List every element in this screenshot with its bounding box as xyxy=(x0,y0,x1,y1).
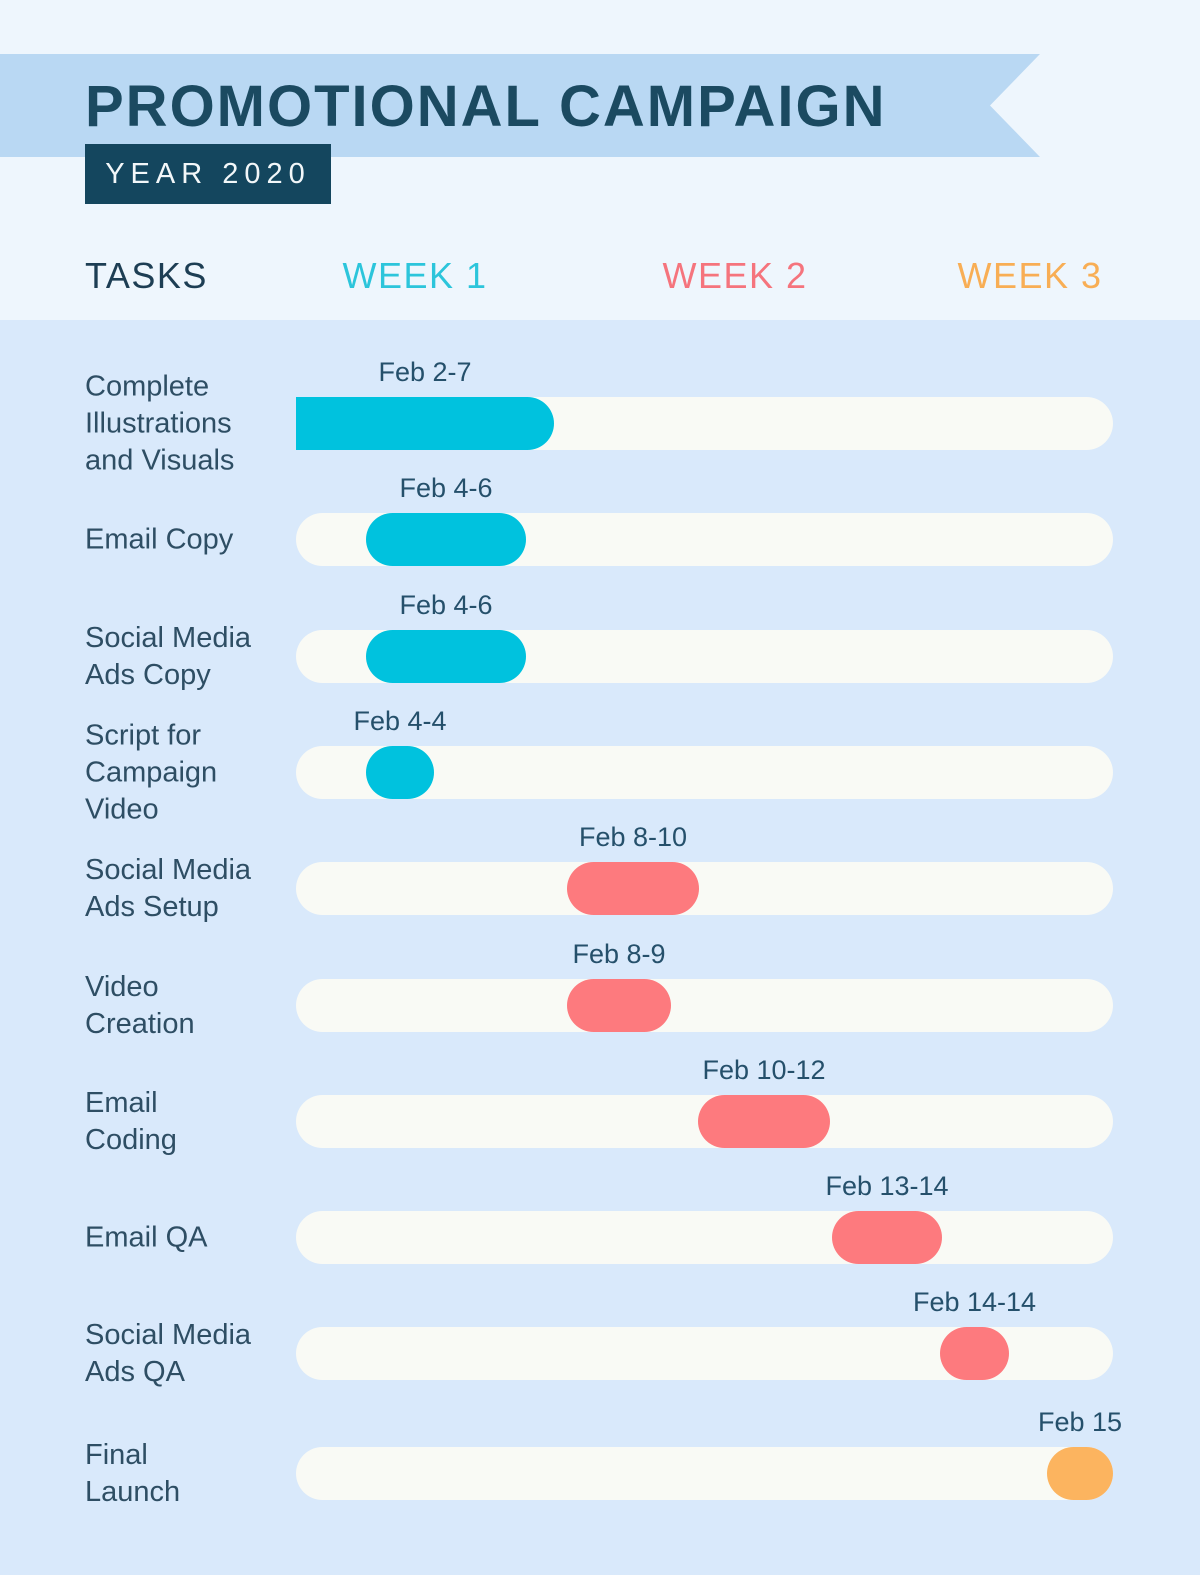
task-bar xyxy=(567,979,671,1032)
task-track: Feb 13-14 xyxy=(296,1171,1113,1264)
task-label: Email Copy xyxy=(85,523,234,555)
task-row: Complete Illustrations and Visuals Feb 2… xyxy=(0,357,1200,476)
task-bar xyxy=(366,746,434,799)
task-date-label: Feb 4-6 xyxy=(399,473,493,503)
task-label: Video Creation xyxy=(85,970,195,1040)
task-track: Feb 4-6 xyxy=(296,590,1113,683)
task-bar xyxy=(567,862,699,915)
task-date-label: Feb 14-14 xyxy=(912,1287,1037,1317)
task-label: Social Media Ads QA xyxy=(85,1318,252,1388)
task-row: Email QA Feb 13-14 xyxy=(0,1171,1200,1264)
task-row: Script for Campaign Video Feb 4-4 xyxy=(0,706,1200,825)
task-label: Complete Illustrations and Visuals xyxy=(85,370,235,476)
task-row: Email Coding Feb 10-12 xyxy=(0,1055,1200,1156)
year-badge-label: YEAR 2020 xyxy=(105,157,311,190)
task-bar xyxy=(366,630,526,683)
task-date-label: Feb 4-4 xyxy=(353,706,447,736)
task-label: Email QA xyxy=(85,1221,208,1253)
task-label: Script for Campaign Video xyxy=(85,719,218,825)
task-label: Final Launch xyxy=(85,1438,181,1508)
task-date-label: Feb 10-12 xyxy=(702,1055,826,1085)
task-track: Feb 4-6 xyxy=(296,473,1113,566)
task-bar xyxy=(832,1211,942,1264)
task-bar xyxy=(366,513,526,566)
page-title: PROMOTIONAL CAMPAIGN xyxy=(85,74,887,139)
task-bar xyxy=(940,1327,1009,1380)
task-track: Feb 8-10 xyxy=(296,822,1113,915)
task-track: Feb 8-9 xyxy=(296,939,1113,1032)
column-headers: TASKS WEEK 1 WEEK 2 WEEK 3 xyxy=(0,252,1200,300)
week-3-header: WEEK 3 xyxy=(957,255,1103,296)
year-badge: YEAR 2020 xyxy=(85,144,331,204)
task-date-label: Feb 13-14 xyxy=(825,1171,949,1201)
task-row: Email Copy Feb 4-6 xyxy=(0,473,1200,566)
task-label: Social Media Ads Copy xyxy=(85,621,252,691)
task-date-label: Feb 4-6 xyxy=(399,590,493,620)
task-row: Social Media Ads QA Feb 14-14 xyxy=(0,1287,1200,1388)
task-row: Social Media Ads Copy Feb 4-6 xyxy=(0,590,1200,691)
task-row: Video Creation Feb 8-9 xyxy=(0,939,1200,1040)
task-row: Social Media Ads Setup Feb 8-10 xyxy=(0,822,1200,923)
task-track: Feb 14-14 xyxy=(296,1287,1113,1380)
task-date-label: Feb 8-10 xyxy=(578,822,688,852)
tasks-column-header: TASKS xyxy=(85,255,208,296)
task-date-label: Feb 2-7 xyxy=(378,357,472,387)
banner-ribbon: PROMOTIONAL CAMPAIGN xyxy=(0,54,1040,157)
task-bar xyxy=(296,397,554,450)
task-track: Feb 10-12 xyxy=(296,1055,1113,1148)
task-bar xyxy=(698,1095,830,1148)
task-label: Email Coding xyxy=(85,1086,177,1156)
week-2-header: WEEK 2 xyxy=(662,255,808,296)
week-1-header: WEEK 1 xyxy=(342,255,488,296)
task-label: Social Media Ads Setup xyxy=(85,853,252,923)
task-row: Final Launch Feb 15 xyxy=(0,1407,1200,1508)
task-date-label: Feb 15 xyxy=(1037,1407,1123,1437)
task-track: Feb 4-4 xyxy=(296,706,1113,799)
task-date-label: Feb 8-9 xyxy=(572,939,666,969)
task-track: Feb 15 xyxy=(296,1407,1122,1500)
task-bar xyxy=(1047,1447,1113,1500)
task-track: Feb 2-7 xyxy=(296,357,1113,450)
